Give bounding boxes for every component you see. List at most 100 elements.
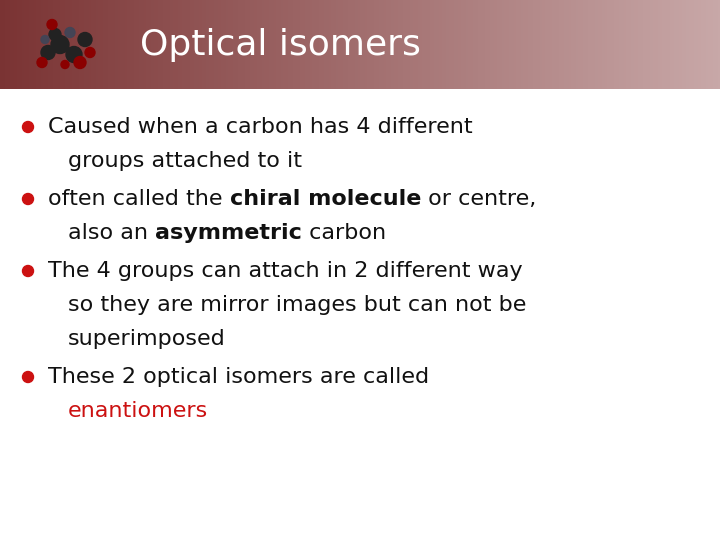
Circle shape xyxy=(22,372,34,382)
Bar xyxy=(122,0,125,89)
Bar xyxy=(506,0,509,89)
Bar xyxy=(538,0,541,89)
Bar xyxy=(115,0,118,89)
Bar xyxy=(466,0,469,89)
Bar xyxy=(384,0,387,89)
Bar xyxy=(662,0,665,89)
Bar xyxy=(233,0,235,89)
Bar xyxy=(269,0,271,89)
Bar xyxy=(221,0,224,89)
Bar xyxy=(144,0,147,89)
Bar xyxy=(310,0,312,89)
Bar xyxy=(523,0,526,89)
Bar xyxy=(43,0,46,89)
Circle shape xyxy=(37,57,47,68)
Bar xyxy=(667,0,670,89)
Bar xyxy=(67,0,70,89)
Bar xyxy=(405,0,408,89)
Bar xyxy=(401,0,404,89)
Bar xyxy=(180,0,183,89)
Bar xyxy=(394,0,397,89)
Bar xyxy=(684,0,687,89)
Bar xyxy=(252,0,255,89)
Circle shape xyxy=(85,48,95,57)
Bar xyxy=(374,0,377,89)
Bar xyxy=(295,0,298,89)
Bar xyxy=(718,0,720,89)
Bar xyxy=(427,0,430,89)
Bar xyxy=(324,0,327,89)
Bar xyxy=(434,0,437,89)
Bar xyxy=(593,0,595,89)
Bar xyxy=(53,0,55,89)
Bar xyxy=(367,0,370,89)
Bar xyxy=(132,0,135,89)
Bar xyxy=(554,0,557,89)
Bar xyxy=(63,0,66,89)
Circle shape xyxy=(41,36,49,44)
Bar xyxy=(559,0,562,89)
Bar xyxy=(574,0,577,89)
Bar xyxy=(487,0,490,89)
Bar xyxy=(312,0,315,89)
Circle shape xyxy=(66,46,82,63)
Bar xyxy=(153,0,156,89)
Bar xyxy=(708,0,711,89)
Bar xyxy=(168,0,171,89)
Bar xyxy=(2,0,5,89)
Bar xyxy=(513,0,516,89)
Bar xyxy=(58,0,60,89)
Bar xyxy=(410,0,413,89)
Bar xyxy=(281,0,284,89)
Bar xyxy=(274,0,276,89)
Bar xyxy=(351,0,354,89)
Bar xyxy=(372,0,375,89)
Bar xyxy=(365,0,368,89)
Bar xyxy=(173,0,176,89)
Bar xyxy=(547,0,550,89)
Bar xyxy=(482,0,485,89)
Bar xyxy=(542,0,545,89)
Bar xyxy=(331,0,334,89)
Bar xyxy=(163,0,166,89)
Bar xyxy=(31,0,34,89)
Bar xyxy=(322,0,325,89)
Bar xyxy=(686,0,689,89)
Bar xyxy=(398,0,401,89)
Bar xyxy=(545,0,548,89)
Bar xyxy=(211,0,214,89)
Bar xyxy=(60,0,63,89)
Bar xyxy=(317,0,320,89)
Bar xyxy=(629,0,631,89)
Bar xyxy=(446,0,449,89)
Circle shape xyxy=(65,28,75,37)
Bar xyxy=(48,0,51,89)
Bar xyxy=(223,0,226,89)
Bar xyxy=(240,0,243,89)
Bar xyxy=(461,0,464,89)
Bar xyxy=(475,0,478,89)
Bar xyxy=(353,0,356,89)
Bar xyxy=(161,0,163,89)
Bar xyxy=(665,0,667,89)
Bar xyxy=(266,0,269,89)
Bar xyxy=(50,0,53,89)
Bar xyxy=(646,0,649,89)
Bar xyxy=(9,0,12,89)
Bar xyxy=(297,0,300,89)
Bar xyxy=(96,0,99,89)
Bar xyxy=(127,0,130,89)
Text: often called the: often called the xyxy=(48,189,230,209)
Bar xyxy=(562,0,564,89)
Bar xyxy=(459,0,462,89)
Bar xyxy=(437,0,440,89)
Bar xyxy=(387,0,390,89)
Bar xyxy=(70,0,73,89)
Bar xyxy=(605,0,608,89)
Bar xyxy=(598,0,600,89)
Bar xyxy=(151,0,154,89)
Bar xyxy=(480,0,483,89)
Bar xyxy=(425,0,428,89)
Bar xyxy=(81,0,84,89)
Bar xyxy=(336,0,339,89)
